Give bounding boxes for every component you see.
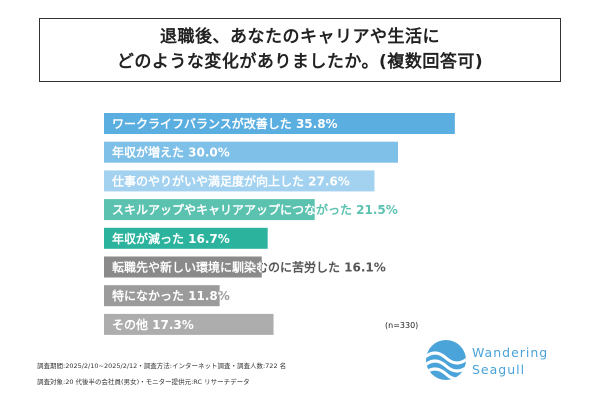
- logo-text-line-2: Seagull: [472, 362, 526, 377]
- logo-text: Wandering Seagull: [472, 344, 548, 378]
- survey-info-line-2: 調査対象:20 代後半の会社員(男女)・モニター提供元:RC リサーチデータ: [37, 378, 250, 386]
- bar-label-1: ワークライフバランスが改善した 35.8%: [112, 116, 338, 131]
- bar-label-overflow-7: 特になかった 11.8%: [112, 288, 230, 303]
- bar-label-8: その他 17.3%: [112, 317, 194, 332]
- bar-label-5: 年収が減った 16.7%: [112, 231, 230, 246]
- logo-text-line-1: Wandering: [472, 345, 549, 360]
- bar-8: [104, 313, 274, 335]
- bar-2: [104, 141, 398, 163]
- wave-circle-icon: [426, 340, 466, 380]
- bar-6: [104, 256, 262, 278]
- bar-5: [104, 227, 268, 249]
- title-box: 退職後、あなたのキャリアや生活に どのような変化がありましたか。(複数回答可): [39, 18, 561, 82]
- bar-4: [104, 199, 315, 221]
- bar-label-6: 転職先や新しい環境に馴染むのに苦労した 16.1%: [112, 260, 386, 275]
- bar-7: [104, 285, 220, 307]
- bar-label-2: 年収が増えた 30.0%: [112, 145, 230, 160]
- bar-label-3: 仕事のやりがいや満足度が向上した 27.6%: [111, 173, 350, 188]
- bar-label-overflow-4: スキルアップやキャリアアップにつながった 21.5%: [112, 202, 398, 217]
- bar-1: [104, 113, 455, 134]
- bar-3: [104, 170, 375, 192]
- chart-title-line-2: どのような変化がありましたか。(複数回答可): [116, 52, 484, 72]
- bar-label-4: スキルアップやキャリアアップにつながった 21.5%: [112, 202, 398, 217]
- bar-label-7: 特になかった 11.8%: [112, 288, 230, 303]
- chart-title-line-1: 退職後、あなたのキャリアや生活に: [160, 27, 440, 47]
- bar-label-overflow-6: 転職先や新しい環境に馴染むのに苦労した 16.1%: [112, 260, 386, 275]
- sample-size-note: (n=330): [385, 321, 419, 330]
- survey-info-line-1: 調査期間:2025/2/10~2025/2/12・調査方法:インターネット調査・…: [37, 362, 287, 370]
- logo: Wandering Seagull: [424, 338, 584, 388]
